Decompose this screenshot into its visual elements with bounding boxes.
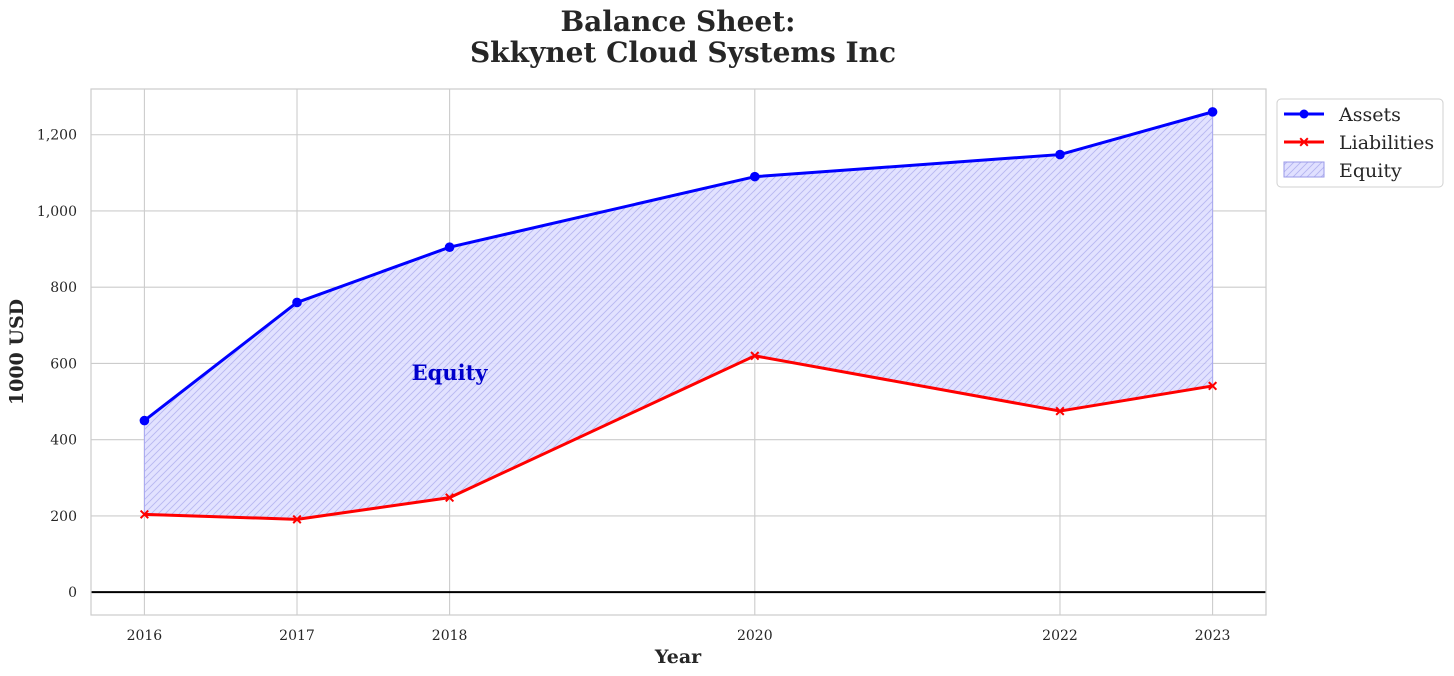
- y-tick-label: 600: [50, 356, 77, 372]
- legend-liabilities-marker: [1299, 137, 1309, 147]
- point-assets: [292, 297, 302, 308]
- legend-equity-swatch: [1283, 161, 1325, 178]
- point-assets: [139, 415, 150, 426]
- series-line-assets: [143, 110, 1213, 422]
- y-tick-label: 200: [50, 509, 77, 525]
- plot-frame: [90, 88, 1267, 616]
- point-liabilities: [292, 514, 302, 524]
- x-tick-label: 2022: [1042, 628, 1078, 644]
- x-tick-label: 2016: [127, 628, 163, 644]
- x-axis-label: Year: [654, 646, 702, 668]
- y-tick-label: 1,000: [37, 204, 77, 220]
- x-tick-label: 2018: [432, 628, 468, 644]
- legend-assets-label: Assets: [1338, 104, 1401, 126]
- x-tick-label: 2020: [737, 628, 773, 644]
- legend: Assets Liabilities Equity: [1276, 98, 1444, 188]
- point-assets: [444, 242, 455, 252]
- legend-liabilities-label: Liabilities: [1339, 132, 1434, 154]
- point-liabilities: [750, 351, 760, 361]
- point-liabilities: [445, 493, 455, 503]
- series-lines: [143, 110, 1213, 521]
- legend-equity-label: Equity: [1339, 160, 1402, 182]
- y-axis-label: 1000 USD: [6, 299, 28, 405]
- point-liabilities: [1208, 381, 1218, 391]
- x-tick-label: 2023: [1195, 628, 1231, 644]
- y-tick-label: 0: [68, 585, 77, 601]
- point-assets: [1207, 107, 1218, 117]
- x-tick-label: 2017: [279, 628, 315, 644]
- x-axis-ticks: 2016 2017 2018 2020 2022 2023: [127, 628, 1231, 644]
- y-tick-label: 400: [50, 433, 77, 449]
- chart-title-line-1: Balance Sheet:: [560, 5, 795, 38]
- point-assets: [749, 171, 760, 182]
- legend-liabilities-x: [1299, 137, 1309, 147]
- y-tick-label: 1,200: [37, 128, 77, 144]
- point-liabilities: [1055, 406, 1065, 416]
- point-assets: [1055, 149, 1065, 160]
- equity-annotation: Equity: [412, 360, 489, 385]
- point-liabilities: [139, 509, 149, 519]
- series-line-liabilities: [144, 354, 1213, 521]
- y-axis-ticks: 0 200 400 600 800 1,000 1,200: [37, 128, 77, 601]
- data-markers: [139, 107, 1218, 524]
- y-tick-label: 800: [50, 280, 77, 296]
- legend-assets-marker: [1299, 109, 1309, 119]
- chart-title-line-2: Skkynet Cloud Systems Inc: [470, 36, 896, 69]
